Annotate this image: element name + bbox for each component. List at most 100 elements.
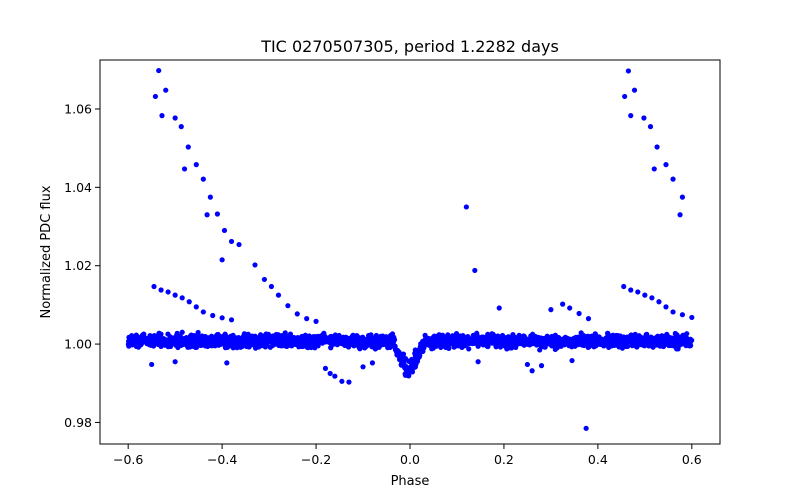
y-tick-label: 1.00 [64,337,92,352]
data-point [493,344,499,350]
x-tick-label: 0.6 [682,452,702,467]
data-point [463,204,469,210]
data-point [453,330,460,337]
data-point [283,341,289,347]
data-point [332,332,338,338]
data-point [670,176,676,182]
data-point [257,338,263,344]
data-point [324,337,330,343]
data-point [345,344,352,350]
data-point [642,339,649,345]
data-point [523,335,529,342]
data-point [349,338,355,344]
data-point [452,335,458,341]
data-point [490,331,496,338]
data-point [605,332,611,338]
data-point [622,93,628,100]
data-point [200,309,206,315]
data-point [366,333,372,339]
data-point [532,333,538,340]
data-point [412,360,418,367]
data-point [210,312,216,319]
data-point [423,341,430,348]
data-point [233,337,239,343]
data-point [211,338,218,345]
data-point [242,334,248,340]
data-point [543,337,549,343]
data-point [360,364,366,370]
data-point [675,343,681,349]
data-point [631,87,638,93]
data-point [485,331,491,337]
data-point [390,340,396,346]
data-point [350,332,356,338]
data-point [158,287,164,293]
data-point [654,144,660,150]
data-point [663,162,669,168]
data-point [194,341,200,347]
data-point [261,276,267,283]
y-tick-label: 1.06 [64,101,92,116]
data-point [618,338,624,344]
data-point [163,339,170,346]
x-tick-label: −0.4 [207,452,237,467]
data-point [417,344,424,350]
data-point [577,337,583,344]
data-point [139,338,146,344]
data-point [658,338,664,344]
data-point [153,337,159,343]
data-point [219,257,225,263]
data-point [650,339,656,345]
data-point [252,345,259,351]
data-point [560,301,566,307]
data-point [322,365,329,371]
data-point [575,341,581,347]
data-point [228,238,235,245]
data-point [156,67,162,74]
data-point [615,333,621,339]
data-point [438,343,444,349]
data-point [294,311,300,317]
data-point [679,312,686,318]
y-tick-label: 1.04 [64,180,92,195]
data-point [204,212,210,218]
data-point [524,361,531,368]
data-point [172,359,178,365]
data-point [313,338,320,344]
data-point [186,338,193,344]
data-point [304,316,310,322]
data-point [628,287,634,293]
data-point [181,166,188,172]
data-point [207,342,214,348]
data-point [275,332,281,338]
data-point [628,113,634,119]
data-point [337,339,343,345]
data-point [403,364,409,370]
data-point [151,333,157,339]
data-point [372,346,378,352]
data-point [445,332,451,338]
data-point [626,337,633,343]
data-point [275,292,282,298]
data-point [538,363,545,369]
data-point [159,113,165,119]
data-point [417,348,424,355]
data-point [474,330,480,336]
data-point [305,344,311,350]
data-point [336,332,342,339]
data-point [220,337,226,343]
data-point [357,341,364,347]
data-point [625,68,632,74]
data-point [689,314,695,321]
data-point [152,93,159,100]
data-point [548,307,554,313]
data-point [339,378,345,384]
data-point [301,334,307,340]
data-point [259,343,265,349]
data-point [538,340,544,346]
data-point [583,425,589,431]
data-point [496,305,502,311]
data-point [598,336,605,342]
data-point [611,338,617,345]
data-point [193,304,199,310]
